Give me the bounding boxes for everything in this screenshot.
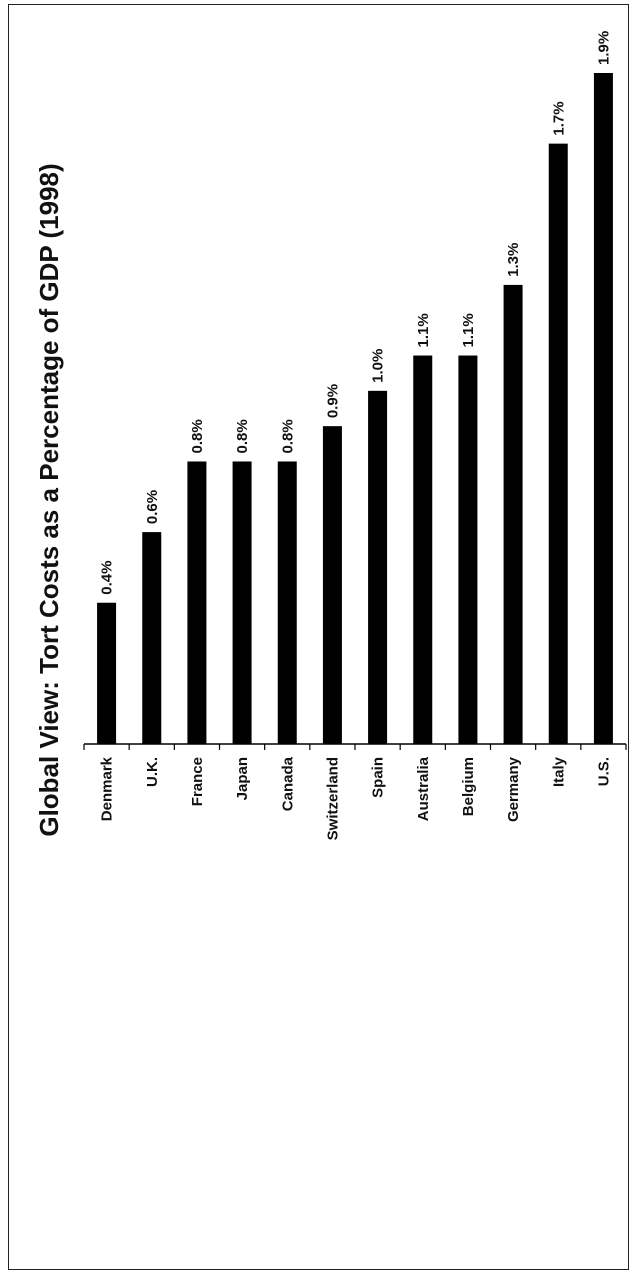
data-label-japan: 0.8% (234, 419, 251, 453)
category-label-italy: Italy (550, 756, 567, 787)
data-label-u-s: 1.9% (595, 31, 612, 65)
bar-u-s (594, 73, 613, 744)
data-labels: 0.4% 0.6% 0.8% 0.8% 0.8% 0.9% 1.0% 1.1% 1.1% 1.3%… (99, 31, 613, 595)
data-label-australia: 1.1% (415, 313, 432, 347)
bar-spain (368, 391, 387, 744)
category-labels: Denmark U.K. France Japan Canada Switzerland S… (99, 756, 613, 840)
bar-canada (278, 461, 297, 744)
category-label-canada: Canada (279, 756, 296, 811)
bar-germany (504, 285, 523, 744)
data-label-spain: 1.0% (370, 349, 387, 383)
data-label-denmark: 0.4% (99, 561, 116, 595)
bar-denmark (97, 603, 116, 744)
category-label-france: France (189, 757, 206, 806)
data-label-germany: 1.3% (505, 243, 522, 277)
bar-switzerland (323, 426, 342, 744)
bar-france (187, 461, 206, 744)
category-label-switzerland: Switzerland (324, 757, 341, 840)
category-label-japan: Japan (234, 757, 251, 800)
data-label-belgium: 1.1% (460, 313, 477, 347)
bar-italy (549, 144, 568, 744)
category-label-australia: Australia (415, 756, 432, 821)
data-label-italy: 1.7% (550, 101, 567, 135)
bar-u-k (142, 532, 161, 744)
data-label-canada: 0.8% (279, 419, 296, 453)
bar-australia (413, 356, 432, 744)
category-label-u-k: U.K. (144, 757, 161, 787)
data-label-france: 0.8% (189, 419, 206, 453)
category-label-denmark: Denmark (99, 756, 116, 821)
category-label-spain: Spain (370, 757, 387, 798)
category-label-germany: Germany (505, 756, 522, 822)
x-axis-ticks (84, 744, 626, 750)
bars (97, 73, 613, 744)
category-label-u-s: U.S. (595, 757, 612, 786)
category-label-belgium: Belgium (460, 757, 477, 816)
bar-belgium (458, 356, 477, 744)
data-label-u-k: 0.6% (144, 490, 161, 524)
chart-title: Global View: Tort Costs as a Percentage … (34, 163, 64, 836)
bar-japan (233, 461, 252, 744)
data-label-switzerland: 0.9% (324, 384, 341, 418)
